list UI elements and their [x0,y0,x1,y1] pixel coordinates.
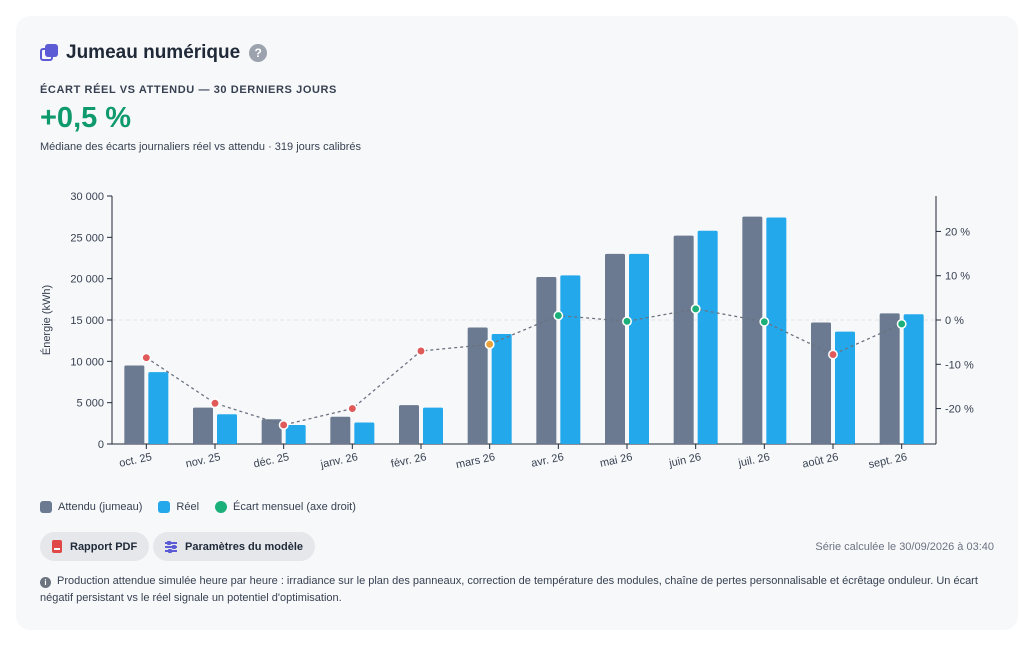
legend-item-deviation[interactable]: Écart mensuel (axe droit) [215,501,356,513]
bar-real [835,331,855,444]
bar-real [766,217,787,444]
deviation-point [141,352,152,363]
x-tick-label: janv. 26 [319,451,359,471]
bar-expected [536,277,557,444]
x-tick-label: avr. 26 [530,451,565,470]
bar-real [148,372,169,444]
y-tick-label: 10 000 [70,356,104,368]
digital-twin-card: Jumeau numérique ? ÉCART RÉEL VS ATTENDU… [16,16,1018,630]
bar-expected [811,322,831,444]
y-tick-label: 15 000 [70,315,104,327]
bar-expected [124,365,145,444]
bar-real [560,275,581,444]
bar-expected [673,235,694,444]
bar-real [697,230,718,444]
card-title: Jumeau numérique [66,42,241,63]
footer-note: i Production attendue simulée heure par h… [40,573,990,607]
bar-expected [605,253,625,444]
model-settings-label: Paramètres du modèle [185,540,303,553]
bar-real [903,314,924,444]
bar-expected [467,327,488,444]
help-icon[interactable]: ? [249,44,268,62]
model-settings-button[interactable]: Paramètres du modèle [153,532,315,561]
kpi-label: ÉCART RÉEL VS ATTENDU — 30 DERNIERS JOUR… [40,84,337,96]
energy-chart: 0 5 000 10 000 15 000 20 000 25 000 30 000 -20 … [40,191,974,471]
computed-timestamp: Série calculée le 30/09/2026 à 03:40 [815,541,994,553]
deviation-point [278,420,289,430]
sliders-icon [165,541,177,553]
x-tick-label: nov. 25 [185,451,222,470]
bar-real [629,253,649,444]
x-tick-label: sept. 26 [868,451,909,471]
deviation-point [484,339,495,350]
bar-expected [261,419,282,444]
bar-expected [193,407,213,444]
deviation-point [622,316,632,327]
y2-tick-label: -20 % [945,404,974,416]
legend-label-real: Réel [176,501,200,513]
deviation-point [347,403,358,414]
y-tick-label: 20 000 [70,274,104,286]
y2-tick-label: 10 % [945,271,970,283]
x-tick-label: mai 26 [599,451,634,470]
kpi-value: +0,5 % [40,102,132,134]
bar-real [423,407,443,444]
pdf-file-icon [52,540,62,553]
legend-label-deviation: Écart mensuel (axe droit) [233,501,356,513]
deviation-point [210,398,220,409]
y2-tick-label: -10 % [945,359,974,371]
chart-legend: Attendu (jumeau) Réel Écart mensuel (axe… [40,501,372,513]
deviation-point [416,346,426,356]
legend-swatch-real [158,501,171,513]
x-tick-label: oct. 25 [118,451,153,470]
bar-real [217,414,237,444]
bar-expected [330,416,351,444]
bar-real [491,334,512,444]
x-tick-label: août 26 [801,451,839,470]
legend-item-expected[interactable]: Attendu (jumeau) [40,501,142,513]
legend-label-expected: Attendu (jumeau) [58,501,143,513]
x-tick-label: mars 26 [455,451,496,471]
y2-tick-label: 0 % [945,315,964,327]
pdf-report-label: Rapport PDF [70,540,138,553]
info-icon: i [40,577,51,588]
footer-note-text: Production attendue simulée heure par he… [40,575,978,604]
deviation-line [145,308,902,426]
kpi-subtitle: Médiane des écarts journaliers réel vs a… [40,141,361,153]
copy-layers-icon [40,44,58,62]
bar-expected [879,313,900,444]
y-tick-label: 0 [98,439,104,451]
bar-real [354,422,375,444]
deviation-point [690,303,701,314]
legend-swatch-expected [40,501,52,513]
pdf-report-button[interactable]: Rapport PDF [40,532,150,561]
y2-tick-label: 20 % [945,226,970,238]
deviation-point [896,319,907,329]
x-tick-label: juil. 26 [736,451,771,470]
bar-real [285,424,306,444]
legend-swatch-deviation [215,501,228,513]
card-header: Jumeau numérique ? [40,42,268,64]
y-tick-label: 25 000 [70,232,104,244]
bar-expected [742,216,763,444]
y-tick-label: 30 000 [70,191,104,203]
bar-expected [399,405,419,444]
y-axis-label: Énergie (kWh) [40,285,53,355]
x-tick-label: juin 26 [667,451,702,470]
deviation-point [553,310,564,321]
deviation-point [828,349,838,360]
x-tick-label: déc. 25 [252,451,290,470]
deviation-point [759,316,770,327]
x-tick-label: févr. 26 [390,451,428,470]
legend-item-real[interactable]: Réel [158,501,199,513]
y-tick-label: 5 000 [76,398,104,410]
